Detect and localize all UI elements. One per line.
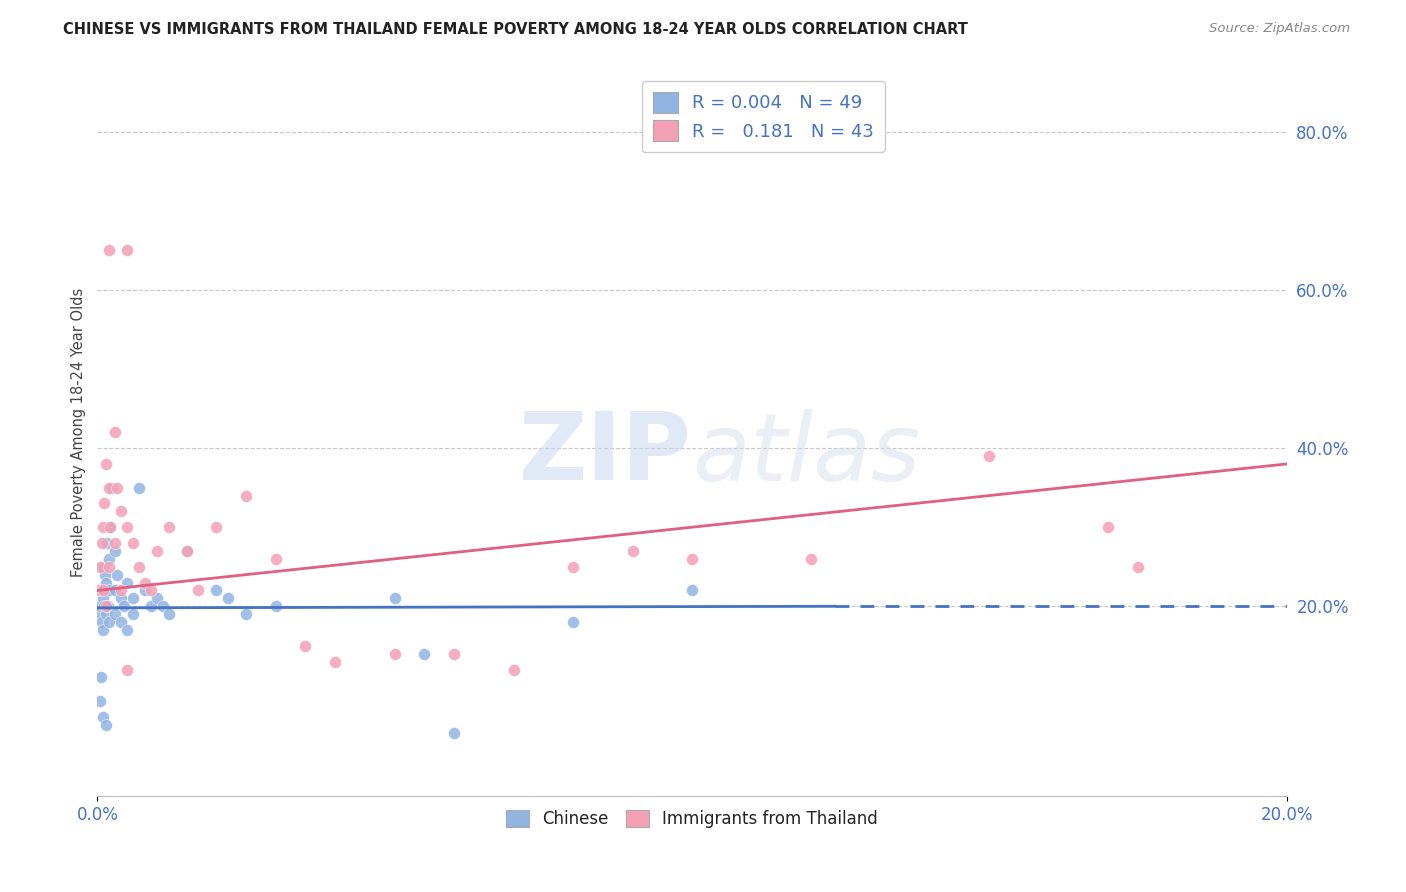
Point [97, 599, 120, 614]
Point [96, 575, 118, 590]
Point [146, 544, 169, 558]
Point [89, 607, 111, 622]
Point [139, 599, 162, 614]
Point [101, 481, 124, 495]
Point [93, 599, 115, 614]
Point [98, 559, 121, 574]
Point [800, 552, 823, 566]
Point [205, 520, 228, 534]
Text: ZIP: ZIP [519, 409, 692, 500]
Point [104, 536, 127, 550]
Point [98, 615, 121, 629]
Point [1097, 520, 1119, 534]
Point [176, 544, 198, 558]
Legend: Chinese, Immigrants from Thailand: Chinese, Immigrants from Thailand [499, 804, 884, 835]
Point [91, 623, 114, 637]
Point [443, 726, 465, 740]
Point [681, 583, 703, 598]
Point [122, 607, 145, 622]
Point [98, 552, 121, 566]
Point [89, 583, 111, 598]
Point [122, 591, 145, 606]
Point [681, 552, 703, 566]
Text: Source: ZipAtlas.com: Source: ZipAtlas.com [1209, 22, 1350, 36]
Point [96, 607, 118, 622]
Point [235, 607, 257, 622]
Point [157, 607, 180, 622]
Point [502, 663, 524, 677]
Point [94, 718, 117, 732]
Point [264, 599, 287, 614]
Point [91, 559, 114, 574]
Point [110, 504, 132, 518]
Point [115, 244, 138, 258]
Point [90, 670, 112, 684]
Point [413, 647, 436, 661]
Point [176, 544, 198, 558]
Point [96, 457, 118, 471]
Point [115, 663, 138, 677]
Point [110, 583, 132, 598]
Point [115, 575, 138, 590]
Point [90, 615, 112, 629]
Point [98, 481, 121, 495]
Text: CHINESE VS IMMIGRANTS FROM THAILAND FEMALE POVERTY AMONG 18-24 YEAR OLDS CORRELA: CHINESE VS IMMIGRANTS FROM THAILAND FEMA… [63, 22, 969, 37]
Point [91, 520, 114, 534]
Point [205, 583, 228, 598]
Point [96, 536, 118, 550]
Point [115, 623, 138, 637]
Point [91, 710, 114, 724]
Point [115, 520, 138, 534]
Point [187, 583, 209, 598]
Point [264, 552, 287, 566]
Point [100, 520, 122, 534]
Point [96, 599, 118, 614]
Point [112, 599, 135, 614]
Point [94, 567, 117, 582]
Point [98, 244, 121, 258]
Point [323, 655, 346, 669]
Point [384, 647, 406, 661]
Point [110, 615, 132, 629]
Point [89, 599, 111, 614]
Point [104, 607, 127, 622]
Point [562, 615, 585, 629]
Point [104, 583, 127, 598]
Point [146, 591, 169, 606]
Point [104, 544, 127, 558]
Point [979, 449, 1001, 463]
Text: atlas: atlas [692, 409, 920, 500]
Point [152, 599, 174, 614]
Point [217, 591, 239, 606]
Point [100, 520, 122, 534]
Point [384, 591, 406, 606]
Y-axis label: Female Poverty Among 18-24 Year Olds: Female Poverty Among 18-24 Year Olds [72, 288, 86, 577]
Point [122, 536, 145, 550]
Point [105, 567, 128, 582]
Point [1126, 559, 1149, 574]
Point [105, 481, 128, 495]
Point [443, 647, 465, 661]
Point [93, 496, 115, 510]
Point [294, 639, 316, 653]
Point [89, 694, 111, 708]
Point [110, 591, 132, 606]
Point [91, 591, 114, 606]
Point [157, 520, 180, 534]
Point [91, 583, 114, 598]
Point [134, 575, 156, 590]
Point [89, 559, 111, 574]
Point [562, 559, 585, 574]
Point [128, 559, 150, 574]
Point [235, 489, 257, 503]
Point [128, 481, 150, 495]
Point [104, 425, 127, 440]
Point [98, 583, 121, 598]
Point [134, 583, 156, 598]
Point [91, 583, 114, 598]
Point [621, 544, 644, 558]
Point [90, 536, 112, 550]
Point [139, 583, 162, 598]
